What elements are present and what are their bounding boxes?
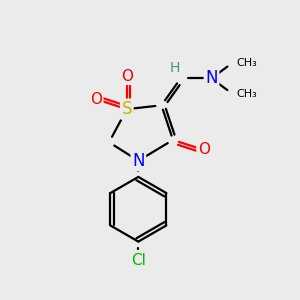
Text: N: N	[132, 152, 145, 170]
Text: O: O	[90, 92, 102, 106]
Text: H: H	[169, 61, 180, 75]
Text: Cl: Cl	[131, 253, 146, 268]
Text: N: N	[205, 69, 218, 87]
Text: S: S	[122, 100, 132, 118]
Text: CH₃: CH₃	[236, 58, 257, 68]
Text: O: O	[121, 68, 133, 83]
Text: O: O	[198, 142, 210, 158]
Text: CH₃: CH₃	[236, 89, 257, 99]
